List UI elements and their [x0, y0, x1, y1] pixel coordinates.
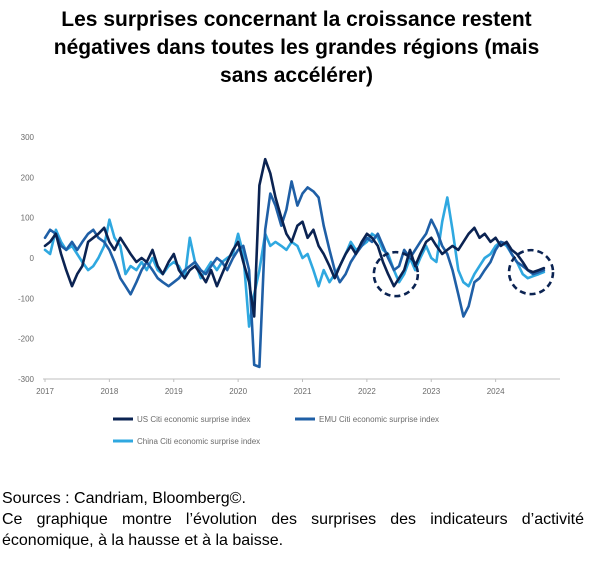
y-tick-label: -200 [18, 335, 35, 344]
title-line-2: négatives dans toutes les grandes région… [53, 36, 540, 59]
x-tick-label: 2023 [422, 387, 440, 396]
series-line-1 [43, 180, 546, 369]
y-tick-label: 300 [21, 133, 35, 142]
title-line-3: sans accélérer) [220, 64, 373, 87]
y-axis: 300 200 100 0 -100 -200 -300 [18, 133, 35, 384]
y-tick-label: -100 [18, 294, 35, 303]
x-axis: 2017 2018 2019 2020 2021 2022 2023 2024 [36, 378, 560, 396]
title-line-1: Les surprises concernant la croissance r… [61, 8, 532, 31]
x-tick-label: 2024 [487, 387, 505, 396]
x-tick-label: 2017 [36, 387, 54, 396]
highlight-circle-2 [507, 248, 555, 296]
annotations [372, 248, 555, 298]
y-tick-label: 200 [21, 173, 35, 182]
x-tick-label: 2019 [165, 387, 183, 396]
series-line-2 [43, 196, 546, 328]
legend-label: China Citi economic surprise index [137, 437, 260, 446]
highlight-circle-1 [372, 250, 420, 298]
x-tick-label: 2020 [229, 387, 247, 396]
y-tick-label: 100 [21, 214, 35, 223]
chart-title: Les surprises concernant la croissance r… [0, 6, 593, 90]
chart-description: Ce graphique montre l’évolution des surp… [2, 511, 584, 549]
y-tick-label: -300 [18, 375, 35, 384]
series-lines [43, 157, 546, 369]
x-tick-label: 2021 [294, 387, 312, 396]
legend-label: EMU Citi economic surprise index [319, 415, 439, 424]
x-tick-label: 2018 [100, 387, 118, 396]
legend-label: US Citi economic surprise index [137, 415, 250, 424]
y-tick-label: 0 [30, 254, 35, 263]
footer: Sources : Candriam, Bloomberg©. Ce graph… [2, 488, 584, 551]
legend: US Citi economic surprise index EMU Citi … [113, 415, 439, 446]
x-tick-label: 2022 [358, 387, 376, 396]
series-line-0 [43, 157, 546, 318]
sources-note: Sources : Candriam, Bloomberg©. [2, 490, 246, 507]
